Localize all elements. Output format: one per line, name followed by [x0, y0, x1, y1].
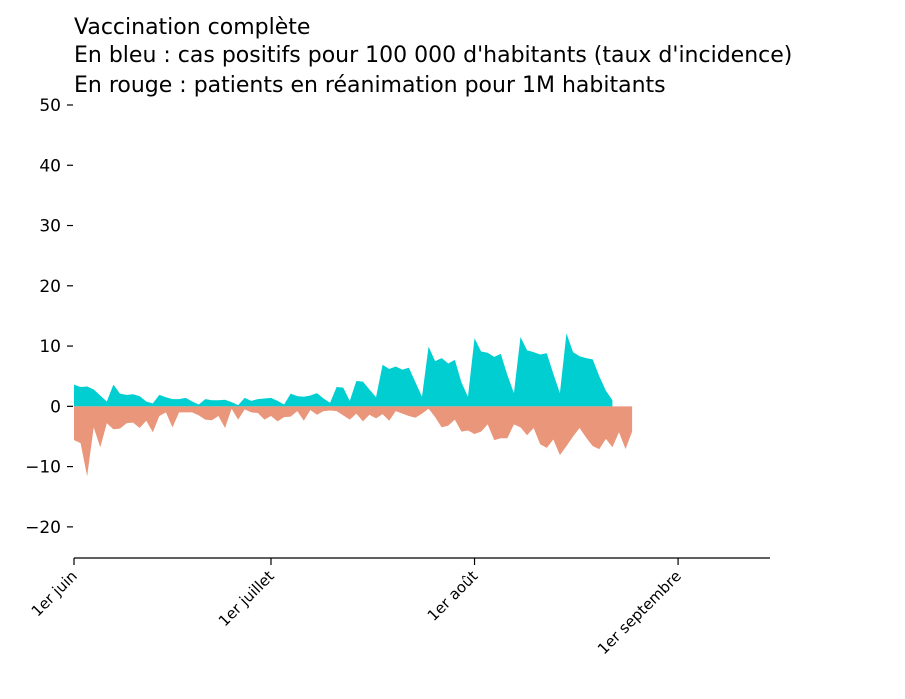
area-series-1	[74, 333, 613, 407]
title-line-3: En rouge : patients en réanimation pour …	[74, 73, 666, 98]
title-line-2: En bleu : cas positifs pour 100 000 d'ha…	[74, 43, 792, 68]
y-tick-label: 20	[39, 277, 61, 297]
y-tick-label: −10	[25, 458, 61, 478]
y-tick-label: 0	[50, 397, 61, 417]
x-tick-label: 1er août	[424, 567, 482, 625]
y-tick-label: 30	[39, 217, 61, 237]
y-tick-label: 40	[39, 156, 61, 176]
title-line-1: Vaccination complète	[74, 15, 310, 40]
area-series-2	[74, 406, 633, 477]
x-tick-label: 1er juin	[28, 567, 81, 620]
x-axis: 1er juin 1er juillet 1er août 1er septembre	[28, 557, 770, 658]
chart-title: Vaccination complète En bleu : cas posit…	[74, 15, 792, 98]
x-tick-label: 1er juillet	[215, 567, 278, 630]
y-tick-label: 10	[39, 337, 61, 357]
plot-areas	[74, 333, 633, 477]
y-tick-label: 50	[39, 96, 61, 116]
y-axis: −20 −10 0 10 20 30 40 50	[25, 96, 73, 538]
y-tick-label: −20	[25, 518, 61, 538]
x-tick-label: 1er septembre	[594, 567, 685, 658]
